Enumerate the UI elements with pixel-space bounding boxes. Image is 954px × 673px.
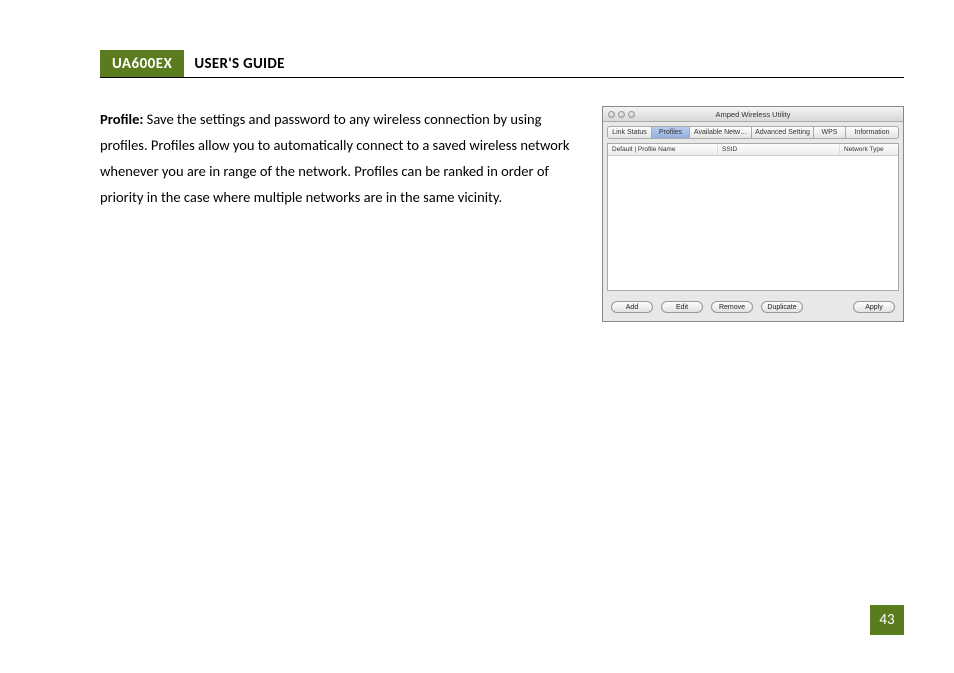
profiles-list[interactable]: Default | Profile Name SSID Network Type [607, 143, 899, 291]
screenshot-column: Amped Wireless Utility Link Status Profi… [602, 106, 904, 322]
tab-profiles[interactable]: Profiles [651, 126, 689, 139]
edit-button[interactable]: Edit [661, 301, 703, 313]
header-bar: UA600EX USER'S GUIDE [100, 50, 904, 78]
profile-description: Save the settings and password to any wi… [100, 110, 570, 206]
content-row: Profile: Save the settings and password … [100, 106, 904, 322]
apply-button[interactable]: Apply [853, 301, 895, 313]
profile-label: Profile: [100, 110, 143, 128]
add-button[interactable]: Add [611, 301, 653, 313]
tab-advanced-setting[interactable]: Advanced Setting [751, 126, 813, 139]
button-row: Add Edit Remove Duplicate Apply [603, 295, 903, 321]
col-network-type[interactable]: Network Type [840, 144, 898, 155]
page-number-badge: 43 [870, 605, 904, 635]
utility-window: Amped Wireless Utility Link Status Profi… [602, 106, 904, 322]
tab-wps[interactable]: WPS [813, 126, 845, 139]
col-ssid[interactable]: SSID [718, 144, 840, 155]
tab-link-status[interactable]: Link Status [607, 126, 651, 139]
model-badge: UA600EX [100, 50, 184, 77]
tab-bar: Link Status Profiles Available Netw… Adv… [607, 126, 899, 139]
guide-title: USER'S GUIDE [184, 50, 284, 77]
window-titlebar: Amped Wireless Utility [603, 107, 903, 122]
window-title: Amped Wireless Utility [603, 110, 903, 119]
duplicate-button[interactable]: Duplicate [761, 301, 803, 313]
col-profile-name[interactable]: Default | Profile Name [608, 144, 718, 155]
list-header: Default | Profile Name SSID Network Type [608, 144, 898, 156]
tab-available-networks[interactable]: Available Netw… [689, 126, 751, 139]
body-text: Profile: Save the settings and password … [100, 106, 582, 322]
tab-information[interactable]: Information [845, 126, 899, 139]
remove-button[interactable]: Remove [711, 301, 753, 313]
